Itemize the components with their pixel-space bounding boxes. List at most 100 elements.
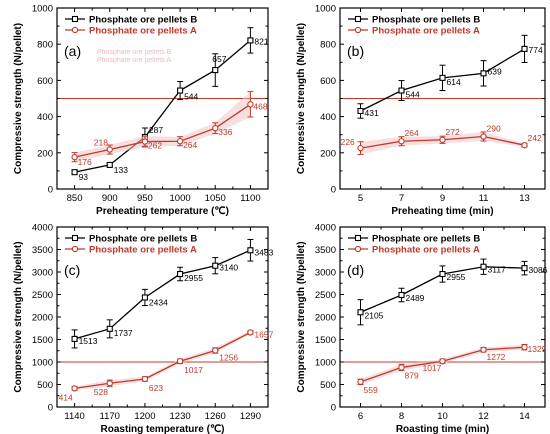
data-point xyxy=(106,325,113,332)
data-label: 879 xyxy=(405,370,419,380)
legend-entry-a: Phosphate ore pellets A xyxy=(65,26,197,37)
data-point xyxy=(141,294,148,301)
data-label: 2489 xyxy=(406,293,425,303)
legend-label: Phosphate ore pellets A xyxy=(89,26,197,37)
y-tick-label: 1000 xyxy=(32,4,53,15)
panel-c: 0 500 1000 1500 2000 2500 3000 3500 4000 1140 1170… xyxy=(13,223,274,434)
data-point xyxy=(106,380,113,387)
data-label: 774 xyxy=(529,45,543,55)
error-band xyxy=(74,330,251,391)
panel-label: (d) xyxy=(347,262,364,278)
y-tick-label: 3000 xyxy=(315,268,336,279)
error-band xyxy=(360,344,525,385)
legend-echo: Phosphate ore pellets A xyxy=(97,57,171,64)
y-tick-label: 0 xyxy=(331,185,336,196)
legend-entry-b: Phosphate ore pellets B xyxy=(348,234,480,245)
legend-label: Phosphate ore pellets A xyxy=(89,245,197,256)
panel-label: (c) xyxy=(64,262,80,278)
x-tick-label: 14 xyxy=(519,411,530,422)
data-label: 528 xyxy=(94,387,108,397)
data-label: 336 xyxy=(218,127,232,137)
y-tick-label: 800 xyxy=(320,40,336,51)
data-point xyxy=(71,335,78,342)
data-point xyxy=(247,329,254,336)
data-label: 287 xyxy=(149,125,163,135)
y-tick-label: 500 xyxy=(37,380,53,391)
data-label: 1513 xyxy=(79,336,98,346)
legend-marker xyxy=(71,234,79,242)
series-b: 2105 2489 2955 3117 3086 xyxy=(357,258,548,326)
y-tick-label: 2500 xyxy=(32,290,53,301)
data-point xyxy=(439,270,446,278)
x-tick-label: 7 xyxy=(399,193,404,204)
data-point xyxy=(212,347,219,354)
y-tick-label: 0 xyxy=(48,185,53,196)
data-label: 176 xyxy=(78,157,92,167)
legend-marker xyxy=(354,234,362,242)
x-tick-label: 900 xyxy=(102,193,118,204)
data-point xyxy=(398,291,405,299)
data-point xyxy=(357,309,364,316)
data-label: 226 xyxy=(341,137,355,147)
x-tick-label: 1000 xyxy=(170,193,191,204)
data-label: 2105 xyxy=(365,310,384,320)
x-axis-label: Roasting time (min) xyxy=(396,424,489,434)
data-label: 3483 xyxy=(254,247,273,257)
y-tick-label: 2000 xyxy=(315,313,336,324)
data-point xyxy=(521,45,528,52)
data-label: 614 xyxy=(447,77,461,87)
legend-label: Phosphate ore pellets A xyxy=(372,245,480,256)
data-point xyxy=(247,37,254,44)
data-point xyxy=(212,67,219,74)
data-point xyxy=(177,270,184,278)
y-tick-label: 1500 xyxy=(315,335,336,346)
data-label: 3086 xyxy=(529,265,548,275)
x-tick-label: 1200 xyxy=(134,411,155,422)
x-axis-label: Roasting temperature (℃) xyxy=(100,424,224,434)
x-tick-label: 8 xyxy=(399,411,404,422)
y-axis-label: Compressive strength (N/pellet) xyxy=(13,241,24,392)
data-point xyxy=(357,378,364,385)
x-tick-label: 1290 xyxy=(240,411,261,422)
legend-marker xyxy=(71,26,79,34)
legend-label: Phosphate ore pellets B xyxy=(372,234,480,245)
data-point xyxy=(212,262,219,269)
data-label: 1657 xyxy=(254,329,273,339)
y-tick-label: 1000 xyxy=(315,358,336,369)
data-point xyxy=(71,153,78,161)
data-point xyxy=(106,161,113,168)
data-point xyxy=(141,375,149,383)
y-tick-label: 0 xyxy=(48,403,53,414)
series-line xyxy=(74,103,251,158)
x-tick-label: 10 xyxy=(437,411,448,422)
data-label: 1017 xyxy=(184,365,203,375)
x-tick-label: 950 xyxy=(137,193,153,204)
data-label: 264 xyxy=(183,140,197,150)
data-label: 821 xyxy=(254,36,268,46)
data-point xyxy=(439,358,446,365)
y-axis-label: Compressive strength (N/pellet) xyxy=(13,23,24,174)
y-tick-label: 1500 xyxy=(32,335,53,346)
x-axis-label: Preheating time (min) xyxy=(391,206,493,217)
y-tick-label: 400 xyxy=(320,112,336,123)
series-line xyxy=(74,331,251,390)
data-label: 559 xyxy=(364,385,378,395)
legend-entry-b: Phosphate ore pellets B xyxy=(65,234,197,245)
data-point xyxy=(439,74,446,81)
series-b: 1513 1737 2434 2955 3140 3483 xyxy=(71,238,274,349)
data-label: 93 xyxy=(79,172,89,182)
y-axis-label: Compressive strength (N/pellet) xyxy=(296,23,307,174)
data-label: 1329 xyxy=(528,344,547,354)
x-tick-label: 5 xyxy=(358,193,363,204)
data-point xyxy=(106,146,113,153)
legend-echo: Phosphate ore pellets B xyxy=(97,49,172,56)
x-tick-label: 9 xyxy=(440,193,445,204)
data-point xyxy=(398,138,405,145)
y-tick-label: 200 xyxy=(37,148,53,159)
y-tick-label: 800 xyxy=(37,40,53,51)
x-tick-label: 12 xyxy=(478,411,489,422)
data-label: 133 xyxy=(114,165,128,175)
x-tick-label: 6 xyxy=(358,411,363,422)
panel-label: (b) xyxy=(347,43,364,59)
